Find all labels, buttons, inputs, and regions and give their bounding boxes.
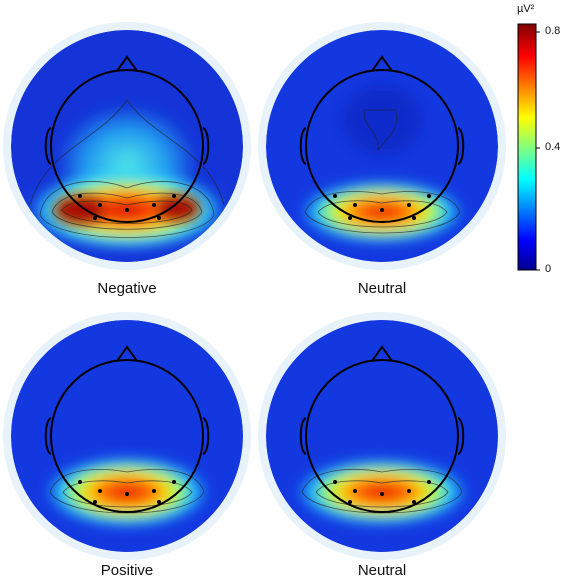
- map-label-neutral-bottom: Neutral: [357, 562, 407, 579]
- colorbar-tick-0: 0: [545, 263, 552, 275]
- map-label-neutral-top: Neutral: [357, 280, 407, 297]
- colorbar-tick-0.4: 0.4: [545, 141, 561, 153]
- map-label-negative: Negative: [97, 280, 157, 297]
- topomap-negative: [3, 22, 251, 270]
- map-label-positive: Positive: [100, 562, 154, 579]
- topomap-positive: [3, 312, 251, 560]
- colorbar: [517, 23, 540, 271]
- topomap-neutral-top: [258, 22, 506, 270]
- colorbar-tick-0.8: 0.8: [545, 25, 561, 37]
- colorbar-unit: µV²: [517, 3, 535, 15]
- topomap-neutral-bottom: [258, 312, 506, 560]
